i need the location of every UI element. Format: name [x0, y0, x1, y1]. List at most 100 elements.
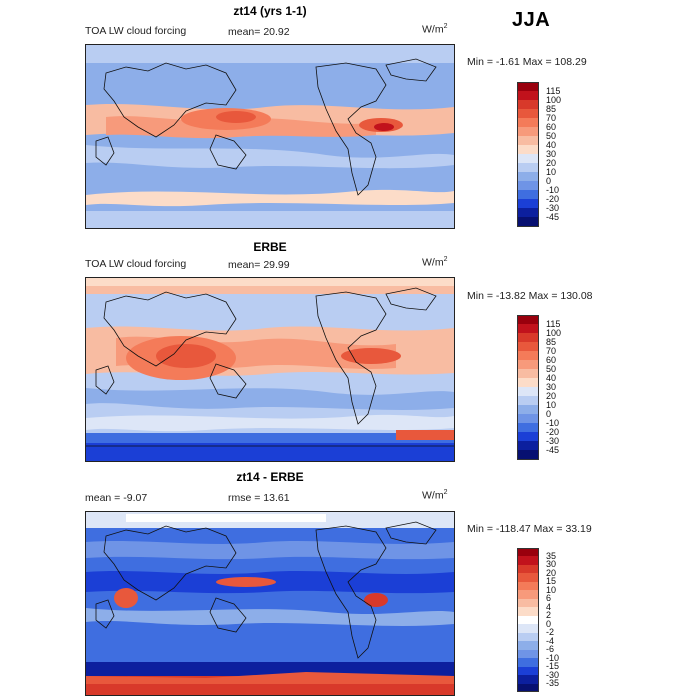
colorbar-tick-label: 70: [546, 112, 557, 123]
colorbar-tick-label: -10: [546, 652, 560, 663]
colorbar-tick-label: 30: [546, 148, 557, 159]
colorbar-swatch: [517, 91, 539, 101]
panel-1-minmax: Min = -1.61 Max = 108.29: [467, 56, 587, 68]
colorbar-tick-label: -35: [546, 678, 560, 689]
colorbar-tick-label: -45: [546, 444, 560, 455]
season-label: JJA: [512, 9, 551, 31]
colorbar-swatch: [517, 136, 539, 146]
colorbar-swatch: [517, 369, 539, 379]
colorbar-tick-label: -6: [546, 644, 555, 655]
colorbar-tick-label: -10: [546, 417, 560, 428]
colorbar-swatch: [517, 581, 539, 591]
colorbar-swatch: [517, 154, 539, 164]
panel-3-minmax: Min = -118.47 Max = 33.19: [467, 523, 592, 535]
panel-1-mean: mean= 20.92: [228, 26, 290, 38]
colorbar-swatch: [517, 632, 539, 642]
colorbar-tick-label: 115: [546, 318, 561, 329]
colorbar-swatch: [517, 127, 539, 137]
colorbar-swatch: [517, 573, 539, 583]
panel-2-title: ERBE: [253, 240, 287, 254]
colorbar-tick-label: 30: [546, 381, 557, 392]
panel-3-rmse: rmse = 13.61: [228, 492, 290, 504]
colorbar-tick-label: 115: [546, 85, 561, 96]
colorbar-swatch: [517, 324, 539, 334]
colorbar-tick-label: -15: [546, 661, 560, 672]
colorbar-tick-label: 50: [546, 130, 557, 141]
colorbar-tick-label: 2: [546, 610, 552, 621]
colorbar-tick-label: -20: [546, 193, 560, 204]
colorbar-tick-label: 60: [546, 121, 557, 132]
colorbar-swatch: [517, 615, 539, 625]
colorbar-tick-label: 15: [546, 576, 557, 587]
colorbar-swatch: [517, 82, 539, 92]
colorbar-swatch: [517, 333, 539, 343]
colorbar-swatch: [517, 351, 539, 361]
colorbar-tick-label: 6: [546, 593, 552, 604]
colorbar-tick-label: 100: [546, 327, 562, 338]
panel-3-unit: W/m2: [422, 489, 448, 502]
colorbar-swatch: [517, 649, 539, 659]
panel-2-minmax: Min = -13.82 Max = 130.08: [467, 290, 593, 302]
colorbar-swatch: [517, 315, 539, 325]
colorbar-swatch: [517, 118, 539, 128]
colorbar-tick-label: 100: [546, 94, 562, 105]
colorbar-swatch: [517, 598, 539, 608]
colorbar-swatch: [517, 658, 539, 668]
colorbar-swatch: [517, 441, 539, 451]
colorbar-tick-label: 4: [546, 601, 552, 612]
colorbar-tick-label: -45: [546, 211, 560, 222]
colorbar-tick-label: 70: [546, 345, 557, 356]
colorbar-tick-label: -10: [546, 184, 560, 195]
colorbar-swatch: [517, 607, 539, 617]
panel-3-map: [85, 511, 455, 696]
colorbar-tick-label: 35: [546, 550, 557, 561]
colorbar-swatch: [517, 145, 539, 155]
panel-1-unit: W/m2: [422, 23, 448, 36]
colorbar-swatch: [517, 666, 539, 676]
colorbar-tick-label: 85: [546, 336, 557, 347]
colorbar-swatch: [517, 360, 539, 370]
colorbar-swatch: [517, 387, 539, 397]
colorbar-tick-label: 60: [546, 354, 557, 365]
colorbar-tick-label: 20: [546, 390, 557, 401]
colorbar-swatch: [517, 683, 539, 693]
colorbar-tick-label: -2: [546, 627, 555, 638]
colorbar-swatch: [517, 432, 539, 442]
colorbar-tick-label: -30: [546, 435, 560, 446]
panel-1-colorbar: 115 100 85 70 60 50 40 30 20 10 0 -10 -20 -30 -45: [517, 82, 577, 227]
colorbar-tick-label: 10: [546, 166, 557, 177]
panel-1-field-label: TOA LW cloud forcing: [85, 25, 187, 37]
colorbar-swatch: [517, 208, 539, 218]
panel-2-unit: W/m2: [422, 256, 448, 269]
panel-1-title: zt14 (yrs 1-1): [233, 4, 307, 18]
panel-3-mean: mean = -9.07: [85, 492, 148, 504]
colorbar-swatch: [517, 100, 539, 110]
colorbar-swatch: [517, 548, 539, 557]
colorbar-swatch: [517, 396, 539, 406]
colorbar-tick-label: -4: [546, 635, 555, 646]
panel-3-colorbar: 35 30 20 15 10 6 4 2 0 -2 -4 -6 -10 -15 -30 -35: [517, 548, 577, 693]
colorbar-swatch: [517, 181, 539, 191]
colorbar-swatch: [517, 405, 539, 415]
colorbar-tick-label: 85: [546, 103, 557, 114]
panel-3-title: zt14 - ERBE: [236, 470, 304, 484]
colorbar-swatch: [517, 641, 539, 651]
colorbar-tick-label: 50: [546, 363, 557, 374]
colorbar-swatch: [517, 342, 539, 352]
panel-2-mean: mean= 29.99: [228, 259, 290, 271]
colorbar-swatch: [517, 564, 539, 574]
colorbar-tick-label: 0: [546, 175, 552, 186]
colorbar-tick-label: -20: [546, 426, 560, 437]
colorbar-swatch: [517, 199, 539, 209]
colorbar-swatch: [517, 190, 539, 200]
panel-2-colorbar: 115 100 85 70 60 50 40 30 20 10 0 -10 -20 -30 -45: [517, 315, 577, 460]
panel-2-field-label: TOA LW cloud forcing: [85, 258, 187, 270]
colorbar-swatch: [517, 163, 539, 173]
colorbar-swatch: [517, 423, 539, 433]
colorbar-tick-label: 40: [546, 372, 557, 383]
colorbar-swatch: [517, 675, 539, 685]
colorbar-tick-label: 30: [546, 559, 557, 570]
colorbar-tick-label: 0: [546, 618, 552, 629]
colorbar-tick-label: 40: [546, 139, 557, 150]
colorbar-swatch: [517, 217, 539, 227]
